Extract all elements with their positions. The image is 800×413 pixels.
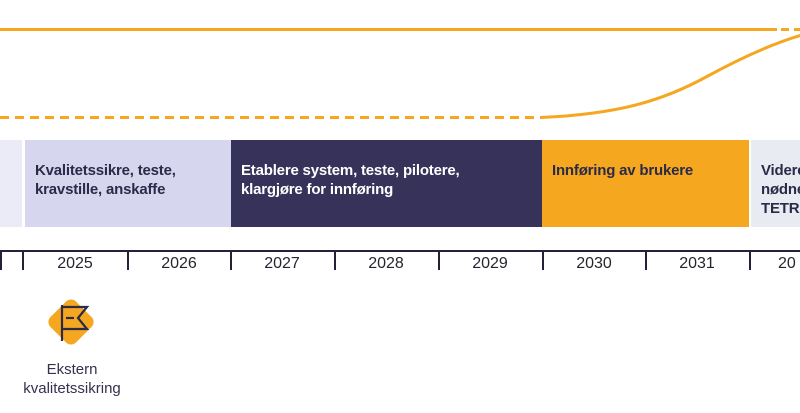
phase-label-line: Videreføre [761,162,800,179]
axis-tick [542,250,544,270]
adoption-curve-chart [0,28,800,119]
axis-tick [438,250,440,270]
phase-bar-continue-tetra: Videreføre nødnettet TETRA [751,140,800,227]
phase-label-line: Etablere system, teste, pilotere, [241,162,460,179]
milestone-flag-icon [48,299,94,345]
diamond-shape [48,299,94,345]
phase-label-line: Innføring av brukere [552,162,694,179]
year-label-partial: 20 [778,255,796,272]
phase-label-line: TETRA [761,200,800,217]
phase-label-line: klargjøre for innføring [241,181,394,198]
year-label-2029: 2029 [472,255,508,272]
axis-tick [334,250,336,270]
milestone-label-line: kvalitetssikring [23,379,121,397]
phase-label: Etablere system, teste, pilotere, klargj… [231,140,542,199]
phase-label-line: kravstille, anskaffe [35,181,166,198]
axis-tick [127,250,129,270]
year-label-2028: 2028 [368,255,404,272]
axis-tick [749,250,751,270]
phase-bar-establish: Etablere system, teste, pilotere, klargj… [231,140,542,227]
phase-bar-procurement: Kvalitetssikre, teste, kravstille, anska… [25,140,231,227]
phase-label: Videreføre nødnettet TETRA [751,140,800,218]
axis-tick [22,250,24,270]
year-label-2026: 2026 [161,255,197,272]
year-label-2031: 2031 [679,255,715,272]
year-label-2030: 2030 [576,255,612,272]
year-label-2027: 2027 [264,255,300,272]
phase-label-line: nødnettet [761,181,800,198]
flag-banner [62,305,90,331]
phase-label: Kvalitetssikre, teste, kravstille, anska… [25,140,231,199]
axis-tick [0,250,2,270]
adoption-s-curve [540,34,800,119]
year-axis-line [0,250,800,252]
phase-label: Innføring av brukere [542,140,749,180]
phase-bar-rollout: Innføring av brukere [542,140,749,227]
phase-label-line: Kvalitetssikre, teste, [35,162,176,179]
milestone-label: Ekstern kvalitetssikring [0,361,146,398]
phase-bar-pre [0,140,22,227]
milestone-label-line: Ekstern [46,361,98,378]
axis-tick [645,250,647,270]
axis-tick [230,250,232,270]
year-label-2025: 2025 [57,255,93,272]
